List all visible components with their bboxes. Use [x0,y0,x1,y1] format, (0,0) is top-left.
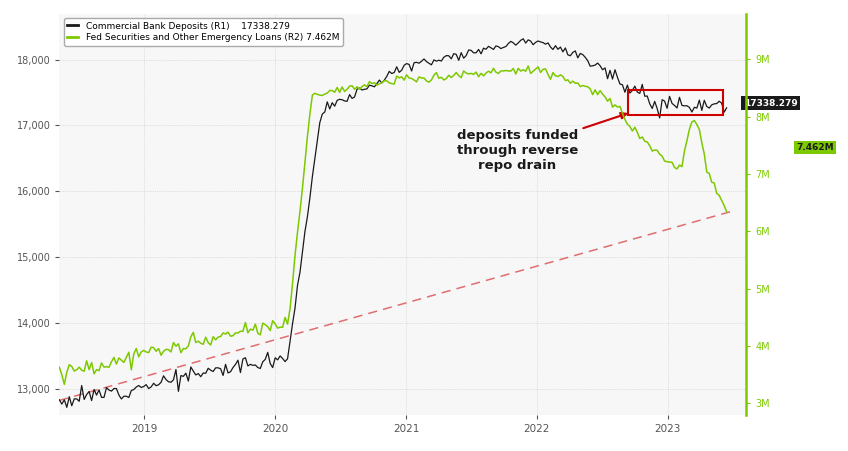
Bar [628,90,722,115]
Legend: Commercial Bank Deposits (R1)    17338.279, Fed Securities and Other Emergency L: Commercial Bank Deposits (R1) 17338.279,… [64,18,343,46]
Text: deposits funded
through reverse
repo drain: deposits funded through reverse repo dra… [457,113,627,172]
Text: 17338.279: 17338.279 [744,99,797,108]
Text: 7.462M: 7.462M [796,143,834,152]
